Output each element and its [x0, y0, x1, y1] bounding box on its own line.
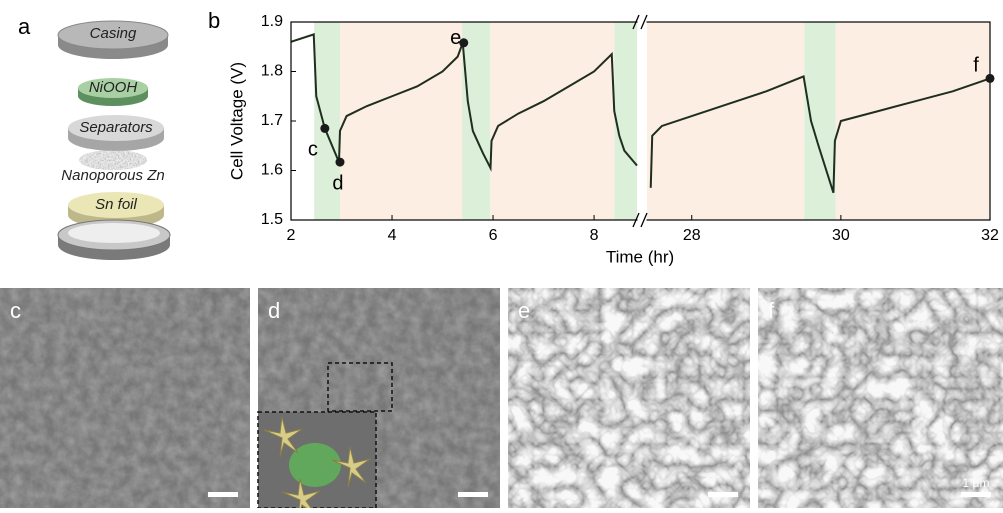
voltage-line — [290, 33, 638, 172]
state-point — [320, 123, 330, 133]
x-tick-label: 4 — [388, 227, 397, 244]
layer-label: Sn foil — [95, 196, 137, 213]
discharge-region — [614, 22, 637, 220]
state-label: f — [973, 55, 979, 77]
cell-diagram: a Casing NiOOH Separators Nanoporous Zn … — [18, 14, 171, 260]
state-point — [985, 73, 995, 83]
zoom-box — [327, 362, 393, 412]
layer-label: Separators — [79, 119, 153, 136]
axis-break — [632, 14, 640, 30]
state-point — [459, 38, 469, 48]
panel-label: f — [768, 298, 775, 323]
sem-panels: c d e f 1 μm — [0, 288, 1003, 513]
layer-label: Nanoporous Zn — [61, 167, 164, 184]
x-tick-label: 2 — [287, 227, 296, 244]
axis-break — [632, 212, 640, 228]
charge-region — [835, 22, 990, 220]
y-tick-label: 1.5 — [261, 211, 283, 228]
voltage-chart: b Time (hr) Cell Voltage (V) 2 4 6 8 28 30 32 1… — [208, 8, 999, 267]
sem-image — [0, 288, 250, 508]
sem-image — [508, 288, 750, 508]
scale-bar — [458, 492, 488, 497]
discharge-region — [314, 22, 340, 220]
axis-break — [640, 14, 648, 30]
scale-bar-label: 1 μm — [963, 476, 990, 490]
scale-bar — [708, 492, 738, 497]
panel-label: b — [208, 8, 220, 33]
discharge-region — [804, 22, 836, 220]
x-tick-label: 8 — [590, 227, 599, 244]
x-tick-label: 30 — [832, 227, 850, 244]
inset-crystal — [263, 416, 303, 458]
scale-bar — [208, 492, 238, 497]
discharge-region — [462, 22, 491, 220]
charge-region — [647, 22, 805, 220]
charge-region — [490, 22, 615, 220]
panel-label: c — [10, 298, 21, 323]
panel-label: e — [518, 298, 530, 323]
y-tick-label: 1.7 — [261, 112, 283, 129]
y-axis-label: Cell Voltage (V) — [227, 62, 246, 180]
layer-label: Casing — [90, 25, 137, 42]
axis-break-gap — [637, 20, 647, 222]
x-tick-label: 32 — [981, 227, 999, 244]
sem-image — [758, 288, 1003, 508]
y-tick-label: 1.8 — [261, 63, 283, 80]
state-point — [335, 157, 345, 167]
panel-label: d — [268, 298, 280, 323]
state-label: e — [450, 27, 461, 49]
inset-zn — [289, 443, 341, 487]
inset-crystal — [331, 446, 371, 488]
y-tick-label: 1.6 — [261, 162, 283, 179]
voltage-line — [649, 75, 991, 194]
y-tick-label: 1.9 — [261, 13, 283, 30]
state-label: c — [308, 139, 318, 161]
state-label: d — [332, 172, 343, 194]
x-tick-label: 28 — [683, 227, 701, 244]
layer-label: NiOOH — [89, 79, 138, 96]
x-axis-label: Time (hr) — [606, 247, 674, 266]
scale-bar — [961, 492, 991, 497]
panel-label: a — [18, 14, 31, 39]
charge-region — [339, 22, 463, 220]
x-tick-label: 6 — [489, 227, 498, 244]
axis-break — [640, 212, 648, 228]
